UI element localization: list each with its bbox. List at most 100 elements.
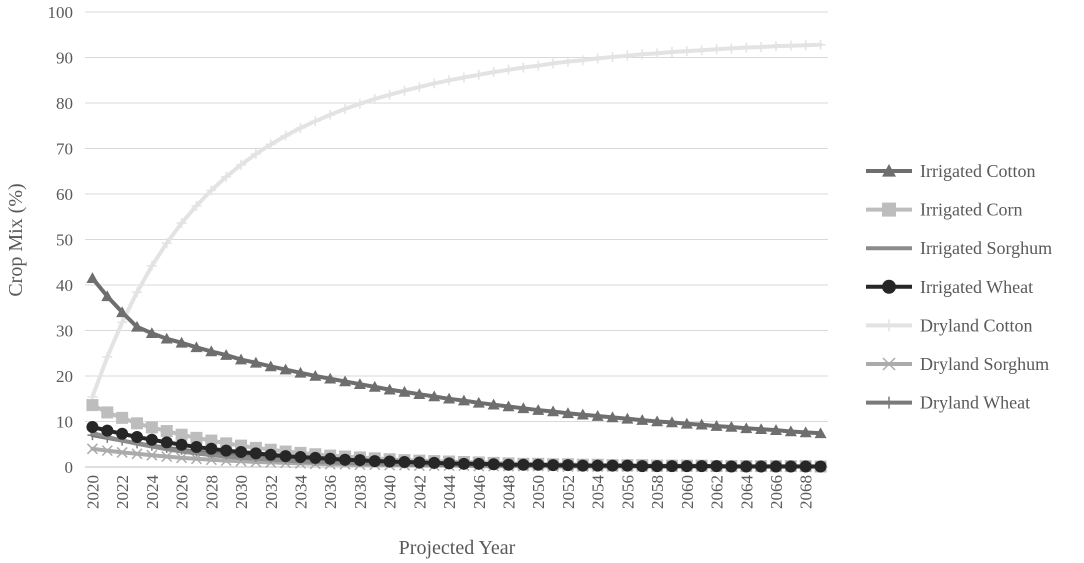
legend-label: Irrigated Cotton [920, 161, 1035, 181]
dryland-cotton-point-2051 [548, 58, 559, 69]
dryland-cotton-point-2069 [815, 39, 826, 50]
dryland-cotton-point-2064 [741, 42, 752, 53]
irrigated-wheat-point-2060 [680, 460, 693, 473]
legend-marker-plus [883, 319, 895, 332]
legend-label: Irrigated Wheat [920, 277, 1033, 297]
irrigated-wheat-point-2030 [235, 445, 248, 458]
dryland-cotton-point-2058 [652, 48, 663, 59]
irrigated-cotton-point-2052 [561, 407, 574, 419]
irrigated-corn-point-2020 [86, 399, 99, 412]
dryland-cotton-point-2044 [444, 75, 455, 86]
dryland-cotton-point-2024 [146, 260, 157, 271]
dryland-cotton-line [90, 42, 823, 399]
y-tick-0: 0 [65, 458, 74, 477]
irrigated-cotton-point-2043 [428, 390, 441, 402]
dryland-cotton-point-2062 [711, 44, 722, 55]
irrigated-wheat-point-2051 [547, 459, 560, 472]
x-tick-2044: 2044 [440, 475, 459, 510]
irrigated-corn-point-2024 [145, 421, 158, 434]
x-tick-2064: 2064 [737, 475, 756, 510]
x-tick-2066: 2066 [767, 475, 786, 509]
irrigated-corn-point-2025 [160, 425, 173, 438]
dryland-sorghum-point-2022 [116, 446, 128, 458]
dryland-cotton-point-2060 [681, 46, 692, 57]
irrigated-corn-point-2022 [116, 411, 129, 424]
x-tick-2046: 2046 [470, 475, 489, 509]
dryland-cotton-point-2031 [250, 148, 261, 159]
irrigated-cotton-point-2054 [591, 410, 604, 421]
legend-marker-triangle [882, 164, 896, 177]
dryland-cotton-point-2028 [206, 185, 217, 196]
dryland-cotton-point-2067 [785, 40, 796, 51]
irrigated-wheat-point-2059 [665, 460, 678, 473]
dryland-cotton-point-2061 [696, 45, 707, 56]
x-tick-2054: 2054 [589, 475, 608, 510]
irrigated-cotton-point-2023 [131, 320, 144, 332]
irrigated-corn-point-2021 [101, 406, 114, 419]
irrigated-cotton-point-2049 [517, 402, 530, 414]
irrigated-wheat-point-2029 [220, 444, 233, 457]
dryland-cotton-point-2048 [503, 64, 514, 75]
legend-item-irrigated-sorghum: Irrigated Sorghum [866, 238, 1052, 258]
irrigated-corn-point-2027 [190, 431, 203, 444]
irrigated-cotton-point-2027 [190, 341, 203, 353]
x-tick-2062: 2062 [708, 475, 727, 509]
dryland-cotton-point-2034 [295, 123, 306, 134]
irrigated-cotton-point-2055 [606, 411, 619, 423]
irrigated-wheat-point-2042 [413, 456, 426, 469]
irrigated-wheat-point-2066 [769, 460, 782, 473]
y-tick-90: 90 [56, 49, 73, 68]
dryland-cotton-point-2054 [592, 53, 603, 64]
dryland-cotton-point-2068 [800, 40, 811, 51]
irrigated-cotton-point-2056 [621, 412, 634, 424]
dryland-cotton-point-2037 [340, 103, 351, 114]
irrigated-wheat-point-2065 [755, 460, 768, 473]
y-axis-title: Crop Mix (%) [5, 183, 27, 296]
series-irrigated-wheat [86, 420, 827, 473]
dryland-cotton-point-2066 [770, 41, 781, 52]
x-tick-2040: 2040 [381, 475, 400, 509]
dryland-cotton-point-2063 [726, 43, 737, 54]
irrigated-cotton-point-2024 [145, 327, 158, 339]
irrigated-wheat-point-2036 [324, 452, 337, 465]
dryland-cotton-point-2059 [666, 47, 677, 58]
irrigated-wheat-point-2039 [368, 455, 381, 468]
irrigated-wheat-point-2023 [131, 430, 144, 443]
irrigated-wheat-point-2033 [279, 450, 292, 463]
dryland-sorghum-point-2020 [86, 443, 98, 455]
dryland-cotton-point-2057 [637, 49, 648, 60]
irrigated-wheat-point-2020 [86, 420, 99, 433]
irrigated-wheat-point-2027 [190, 440, 203, 453]
irrigated-cotton-point-2045 [457, 394, 470, 406]
x-tick-2024: 2024 [143, 475, 162, 510]
y-tick-70: 70 [56, 140, 73, 159]
irrigated-cotton-point-2060 [680, 417, 693, 429]
dryland-cotton-point-2036 [325, 109, 336, 120]
irrigated-corn-point-2023 [131, 417, 144, 430]
legend-item-dryland-wheat: Dryland Wheat [866, 393, 1030, 413]
x-tick-2034: 2034 [291, 475, 310, 510]
dryland-cotton-point-2047 [488, 67, 499, 78]
dryland-cotton-point-2033 [280, 130, 291, 141]
irrigated-cotton-point-2034 [294, 366, 307, 378]
legend-marker-x [882, 357, 896, 371]
irrigated-wheat-point-2063 [725, 460, 738, 473]
dryland-cotton-point-2038 [354, 98, 365, 109]
irrigated-cotton-point-2038 [353, 378, 366, 389]
dryland-sorghum-point-2024 [146, 449, 158, 461]
legend-item-irrigated-wheat: Irrigated Wheat [866, 277, 1033, 297]
irrigated-cotton-point-2044 [443, 392, 456, 404]
irrigated-cotton-point-2021 [101, 290, 114, 302]
x-tick-2058: 2058 [648, 475, 667, 509]
irrigated-cotton-point-2020 [86, 272, 99, 283]
y-tick-10: 10 [56, 413, 73, 432]
y-tick-40: 40 [56, 276, 73, 295]
x-tick-2036: 2036 [321, 475, 340, 509]
dryland-cotton-point-2025 [161, 238, 172, 249]
dryland-sorghum-point-2025 [161, 451, 173, 463]
legend-label: Dryland Cotton [920, 315, 1033, 335]
dryland-cotton-point-2053 [577, 55, 588, 66]
irrigated-wheat-point-2046 [472, 457, 485, 470]
irrigated-cotton-point-2040 [383, 383, 396, 395]
irrigated-cotton-point-2036 [324, 372, 337, 384]
